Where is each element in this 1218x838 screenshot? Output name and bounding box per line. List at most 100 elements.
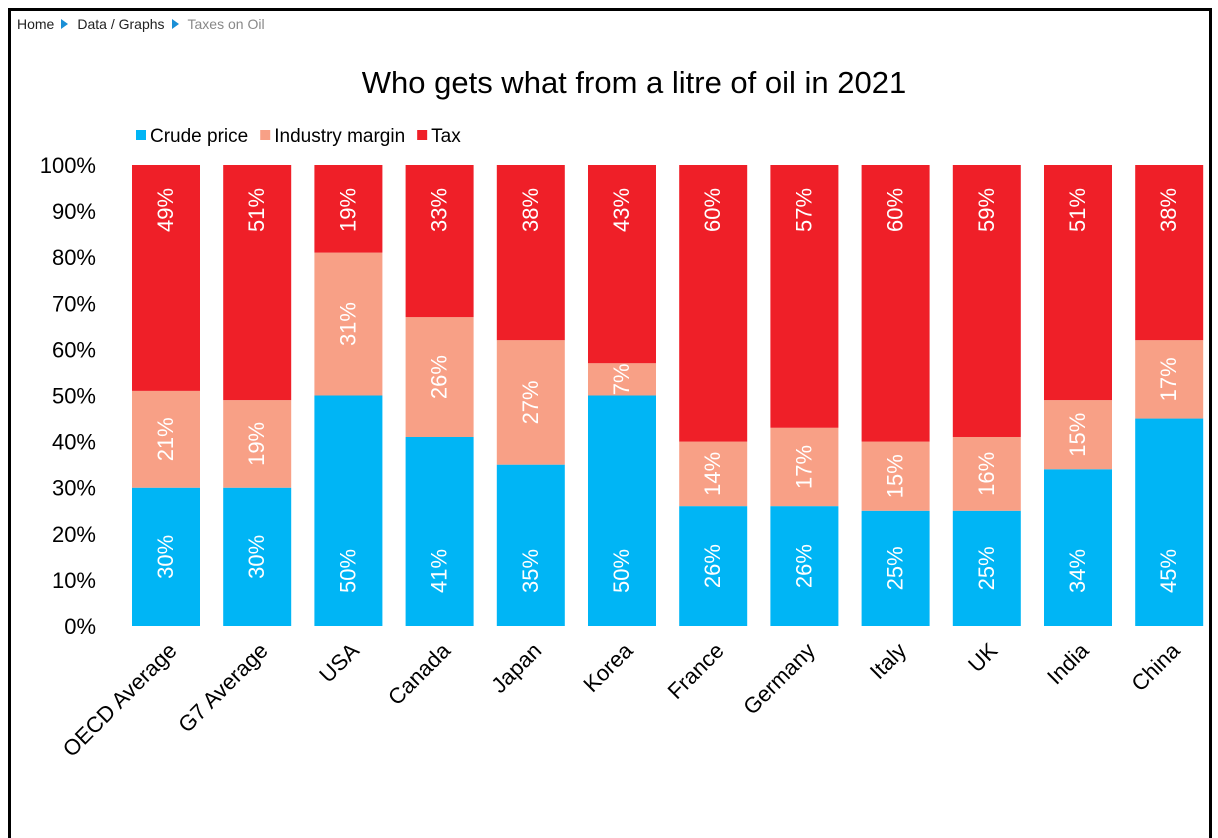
x-tick-label: Japan <box>486 638 546 698</box>
y-tick-label: 40% <box>52 430 96 455</box>
x-tick-label: Italy <box>865 638 911 684</box>
data-label: 59% <box>974 188 999 232</box>
data-label: 57% <box>791 188 816 232</box>
y-tick-label: 60% <box>52 337 96 362</box>
data-label: 51% <box>244 188 269 232</box>
data-label: 41% <box>427 549 452 593</box>
bar-segment <box>496 340 565 465</box>
y-tick-label: 80% <box>52 245 96 270</box>
bar-stack: 50% 7% 43% <box>588 165 656 626</box>
bar-stack: 26% 17% 57% <box>770 165 839 626</box>
bar-segment <box>314 395 383 626</box>
bar-segment <box>314 165 383 253</box>
y-tick-label: 50% <box>52 384 96 409</box>
bar-stack: 25% 15% 60% <box>861 165 930 626</box>
legend-label: Industry margin <box>274 126 405 147</box>
data-label: 51% <box>1065 188 1090 232</box>
chart-title: Who gets what from a litre of oil in 202… <box>362 65 906 100</box>
data-label: 34% <box>1065 549 1090 593</box>
data-label: 31% <box>335 302 360 346</box>
data-label: 33% <box>427 188 452 232</box>
breadcrumb-arrow-icon <box>61 19 69 29</box>
bar-segment <box>770 165 839 428</box>
data-label: 50% <box>609 549 634 593</box>
bar-segment <box>405 165 474 318</box>
bar-stack: 50% 31% 19% <box>314 165 383 626</box>
data-label: 17% <box>791 445 816 489</box>
data-label: 17% <box>1156 357 1181 401</box>
breadcrumb-home-link[interactable]: Home <box>17 16 55 32</box>
breadcrumb-current-page: Taxes on Oil <box>187 16 265 32</box>
bar-segment <box>588 363 656 396</box>
bar-segment <box>679 441 748 507</box>
bar-segment <box>588 165 656 364</box>
data-label: 14% <box>700 452 725 496</box>
bar-segment <box>132 390 200 488</box>
data-label: 26% <box>427 355 452 399</box>
data-label: 19% <box>244 422 269 466</box>
x-tick-label: China <box>1126 637 1185 696</box>
data-label: 26% <box>791 544 816 588</box>
bar-area: 30% 21% 49% 30% 19% 51% 50% 31% 19% 41% 26% 33% 35% 2… <box>132 165 1204 626</box>
data-label: 45% <box>1156 549 1181 593</box>
breadcrumb-arrow-icon <box>171 19 179 29</box>
bar-stack: 26% 14% 60% <box>679 165 748 626</box>
bar-segment <box>132 487 200 626</box>
data-label: 38% <box>1156 188 1181 232</box>
data-label: 43% <box>609 188 634 232</box>
data-label: 19% <box>335 188 360 232</box>
x-tick-label: USA <box>314 638 364 688</box>
bar-stack: 30% 21% 49% <box>132 165 200 626</box>
data-label: 15% <box>883 454 908 498</box>
data-label: 25% <box>883 546 908 590</box>
bar-segment <box>1135 340 1204 419</box>
chart-legend: Crude price Industry margin Tax <box>136 126 461 147</box>
bar-segment <box>1044 165 1112 401</box>
data-label: 60% <box>700 188 725 232</box>
bar-segment <box>952 436 1021 511</box>
x-tick-label: France <box>663 638 729 704</box>
bar-segment <box>132 165 200 391</box>
legend-label: Crude price <box>150 126 248 147</box>
x-tick-label: G7 Average <box>173 638 273 738</box>
bar-segment <box>496 464 565 626</box>
y-tick-label: 30% <box>52 476 96 501</box>
y-tick-label: 0% <box>64 614 96 639</box>
y-tick-label: 10% <box>52 568 96 593</box>
x-tick-label: Germany <box>738 638 820 720</box>
breadcrumb-data-graphs-link[interactable]: Data / Graphs <box>77 16 165 32</box>
data-label: 30% <box>244 535 269 579</box>
legend-swatch <box>417 130 428 140</box>
y-tick-label: 90% <box>52 199 96 224</box>
bar-segment <box>223 400 292 488</box>
bar-segment <box>405 436 474 626</box>
bar-segment <box>952 510 1021 626</box>
bar-segment <box>1044 469 1112 626</box>
bar-segment <box>1135 165 1204 341</box>
bar-segment <box>314 252 383 396</box>
bar-stack: 45% 17% 38% <box>1135 165 1204 626</box>
data-label: 26% <box>700 544 725 588</box>
x-tick-label: India <box>1042 637 1094 689</box>
data-label: 21% <box>153 417 178 461</box>
x-tick-label: Canada <box>383 637 456 710</box>
data-label: 7% <box>609 363 634 395</box>
legend-swatch <box>260 130 271 140</box>
legend-label: Tax <box>431 126 461 147</box>
y-tick-label: 20% <box>52 522 96 547</box>
data-label: 16% <box>974 452 999 496</box>
x-tick-label: Korea <box>578 637 638 697</box>
bar-stack: 34% 15% 51% <box>1044 165 1112 626</box>
x-tick-label: OECD Average <box>58 638 182 762</box>
bar-segment <box>223 165 292 401</box>
bar-stack: 35% 27% 38% <box>496 165 565 626</box>
bar-stack: 41% 26% 33% <box>405 165 474 626</box>
bar-segment <box>1135 418 1204 626</box>
data-label: 15% <box>1065 413 1090 457</box>
legend-swatch <box>136 130 146 140</box>
bar-segment <box>861 441 930 511</box>
y-axis: 0% 10% 20% 30% 40% 50% 60% 70% 80% 90% 100% <box>40 153 96 639</box>
bar-segment <box>223 487 292 626</box>
